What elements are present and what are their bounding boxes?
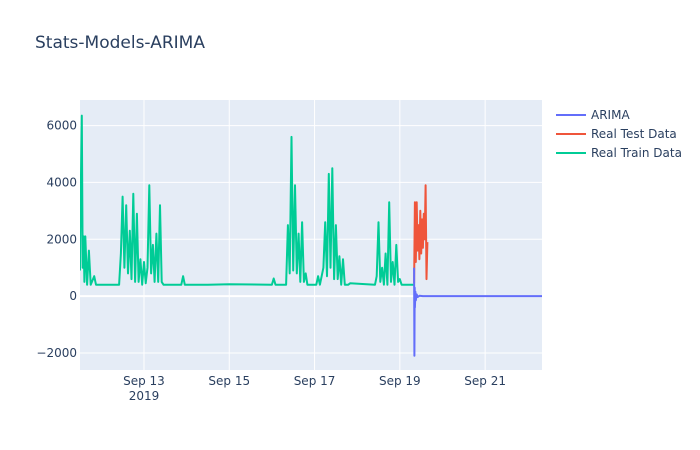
legend-label-real-test-data[interactable]: Real Test Data	[591, 127, 677, 141]
y-axis-ticks: −2000 0 2000 4000 6000	[36, 119, 77, 360]
y-tick-label: 0	[69, 289, 77, 303]
x-tick-label: Sep 15	[208, 374, 250, 388]
y-tick-label: 4000	[46, 175, 77, 189]
chart-title: Stats-Models-ARIMA	[35, 33, 205, 53]
legend-label-real-train-data[interactable]: Real Train Data	[591, 146, 682, 160]
series-line-real-train-data	[80, 114, 415, 286]
y-tick-label: 6000	[46, 119, 77, 133]
series-lines	[80, 114, 542, 357]
series-line-real-test-data	[413, 184, 429, 284]
x-tick-label: Sep 19	[379, 374, 421, 388]
legend[interactable]: ARIMA Real Test Data Real Train Data	[556, 108, 682, 160]
x-tick-year-label: 2019	[129, 389, 160, 403]
legend-label-arima[interactable]: ARIMA	[591, 108, 630, 122]
series-line-arima	[413, 267, 542, 357]
y-tick-label: −2000	[36, 346, 77, 360]
x-tick-label: Sep 21	[464, 374, 506, 388]
x-tick-label: Sep 13	[123, 374, 165, 388]
x-tick-label: Sep 17	[294, 374, 336, 388]
plot-background	[80, 100, 542, 370]
grid-lines	[80, 100, 542, 370]
y-tick-label: 2000	[46, 232, 77, 246]
